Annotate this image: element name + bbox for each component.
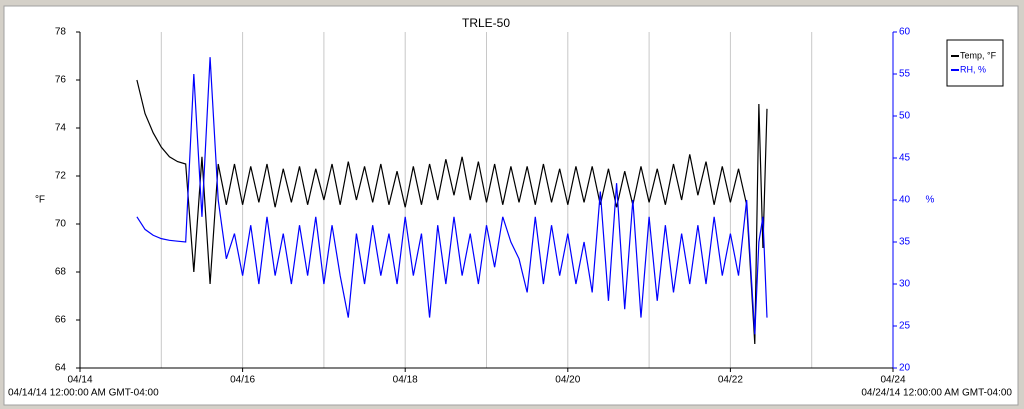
y2-tick-label: 50 xyxy=(899,111,911,122)
y-tick-label: 66 xyxy=(55,315,67,326)
chart-title: TRLE-50 xyxy=(462,16,510,30)
y2-axis-label: % xyxy=(926,195,935,206)
y2-tick-label: 35 xyxy=(899,237,911,248)
legend-label: Temp, °F xyxy=(960,50,997,60)
x-tick-label: 04/22 xyxy=(718,375,743,386)
y2-tick-label: 25 xyxy=(899,321,911,332)
y-tick-label: 68 xyxy=(55,267,67,278)
y2-tick-label: 30 xyxy=(899,279,911,290)
y2-tick-label: 40 xyxy=(899,195,911,206)
legend-label: RH, % xyxy=(960,64,986,74)
y-tick-label: 64 xyxy=(55,363,67,374)
y-axis-label: °F xyxy=(35,195,45,206)
y-tick-label: 74 xyxy=(55,123,67,134)
y-tick-label: 76 xyxy=(55,75,67,86)
y-tick-label: 72 xyxy=(55,171,67,182)
x-end-label: 04/24/14 12:00:00 AM GMT-04:00 xyxy=(861,388,1012,399)
y2-tick-label: 60 xyxy=(899,27,911,38)
y-tick-label: 78 xyxy=(55,27,67,38)
y-tick-label: 70 xyxy=(55,219,67,230)
x-tick-label: 04/14 xyxy=(67,375,92,386)
x-start-label: 04/14/14 12:00:00 AM GMT-04:00 xyxy=(8,388,159,399)
series-line xyxy=(136,57,768,335)
x-tick-label: 04/18 xyxy=(393,375,418,386)
x-tick-label: 04/20 xyxy=(555,375,580,386)
y2-tick-label: 55 xyxy=(899,69,911,80)
x-tick-label: 04/24 xyxy=(880,375,905,386)
legend-box xyxy=(946,39,1004,87)
y2-tick-label: 20 xyxy=(899,363,911,374)
x-tick-label: 04/16 xyxy=(230,375,255,386)
series-line xyxy=(136,79,768,345)
y2-tick-label: 45 xyxy=(899,153,911,164)
chart-panel xyxy=(3,5,1019,406)
